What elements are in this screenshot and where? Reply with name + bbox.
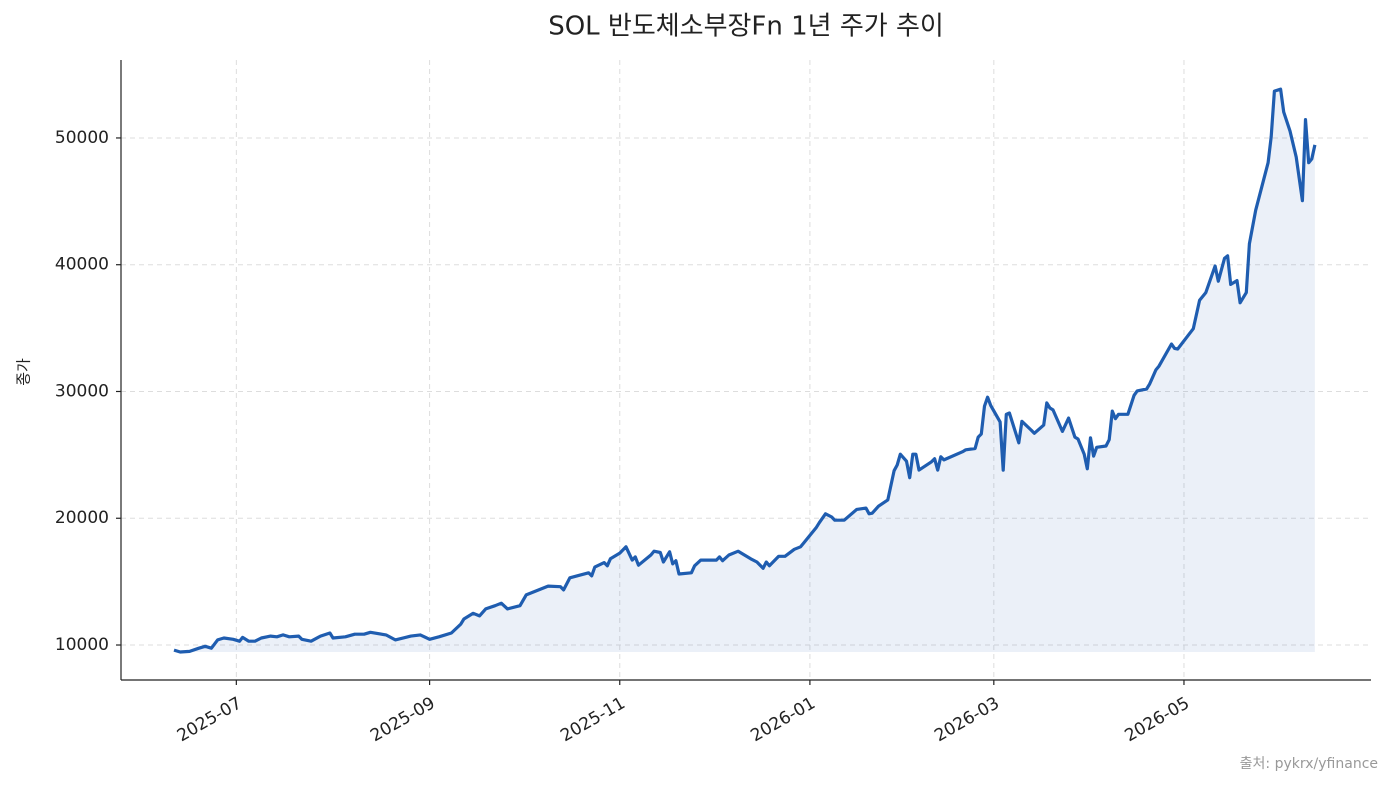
x-tick-label: 2026-05 (1121, 693, 1193, 746)
x-tick-label: 2026-01 (747, 693, 819, 746)
y-axis-label: 종가 (15, 358, 33, 386)
y-tick-label: 20000 (55, 508, 109, 528)
x-tick-label: 2025-11 (557, 693, 629, 746)
y-tick-label: 30000 (55, 381, 109, 401)
y-tick-label: 40000 (55, 255, 109, 275)
price-line (173, 87, 1317, 654)
source-note: 출처: pykrx/yfinance (1240, 756, 1378, 772)
y-tick-label: 10000 (55, 635, 109, 655)
x-tick-label: 2025-09 (367, 693, 439, 746)
y-tick-label: 50000 (55, 128, 109, 148)
area (173, 89, 1315, 652)
x-tick-label: 2026-03 (931, 693, 1003, 746)
x-tick-label: 2025-07 (174, 693, 246, 746)
chart-title: SOL 반도체소부장Fn 1년 주가 추이 (548, 12, 944, 42)
